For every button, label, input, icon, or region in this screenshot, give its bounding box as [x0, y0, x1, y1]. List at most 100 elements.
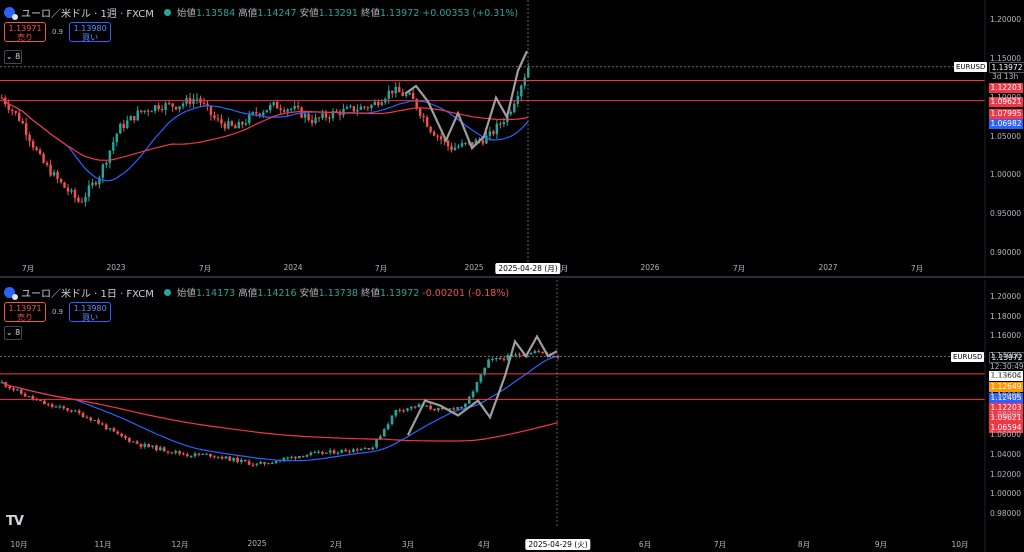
- bot-candle: [197, 453, 201, 455]
- top-x-tick-label: 7月: [198, 264, 212, 273]
- bot-candle: [452, 408, 456, 410]
- top-candle: [234, 125, 237, 129]
- bot-candle: [251, 464, 255, 466]
- bot-candle: [498, 358, 502, 360]
- top-x-tick-label: 2026: [640, 263, 660, 272]
- top-candle: [415, 99, 418, 109]
- bot-candle: [436, 408, 440, 411]
- top-candle: [328, 117, 331, 119]
- bot-candle: [27, 396, 31, 398]
- top-candle: [422, 115, 425, 118]
- bot-x-tick-label: 9月: [874, 540, 888, 549]
- daily-buy-button[interactable]: 1.13980 買い: [69, 302, 112, 322]
- top-candle: [21, 120, 24, 124]
- daily-symbol-title[interactable]: ユーロ／米ドル · 1日 · FXCM: [21, 288, 154, 300]
- tradingview-logo[interactable]: TV: [6, 514, 24, 529]
- bot-candle: [483, 367, 487, 375]
- top-candle: [314, 117, 317, 124]
- bot-candle: [460, 406, 463, 408]
- bot-x-tick-label: 2月: [329, 540, 343, 549]
- bot-candle: [151, 445, 154, 447]
- top-candle: [495, 123, 499, 135]
- top-candle: [509, 112, 513, 115]
- top-y-tick-label: 1.15000: [990, 53, 1022, 63]
- top-candle: [195, 98, 199, 100]
- top-x-tick-label: 2024: [283, 263, 303, 272]
- weekly-symbol-title[interactable]: ユーロ／米ドル · 1週 · FXCM: [21, 8, 154, 20]
- bot-y-tick-label: 1.10000: [990, 390, 1022, 400]
- bot-candle: [529, 353, 533, 355]
- top-candle: [460, 143, 464, 147]
- top-candle: [391, 90, 394, 94]
- bot-candle: [66, 408, 69, 411]
- bot-candle: [189, 456, 193, 458]
- top-candle: [150, 111, 153, 113]
- bot-y-tick-label: 1.20000: [990, 292, 1022, 301]
- top-candle: [139, 110, 143, 113]
- top-candle: [499, 123, 502, 125]
- top-candle: [45, 162, 49, 165]
- top-candle: [248, 114, 251, 124]
- bot-candle: [209, 453, 212, 457]
- bot-candle: [240, 459, 243, 463]
- top-x-tick-label: 7月: [374, 264, 388, 273]
- bot-x-tick-label: 2025: [247, 539, 267, 548]
- bot-candle: [394, 409, 398, 416]
- bot-candle: [116, 431, 120, 434]
- bot-candle: [104, 424, 108, 430]
- bot-candle: [402, 410, 405, 412]
- top-candle: [63, 182, 66, 188]
- top-candle: [443, 139, 446, 141]
- bot-candle: [348, 451, 351, 453]
- bot-candle: [166, 451, 170, 453]
- bot-candle: [193, 453, 197, 457]
- top-candle: [303, 113, 307, 118]
- bot-candle: [456, 407, 460, 410]
- top-price-tag: 1.06982: [989, 119, 1023, 129]
- bot-candle: [386, 424, 390, 430]
- daily-chart-pane[interactable]: ユーロ／米ドル · 1日 · FXCM 始値1.14173 高値1.14216 …: [0, 280, 1024, 552]
- top-candle: [352, 106, 356, 112]
- bot-candle: [232, 457, 236, 461]
- bot-candle: [131, 441, 135, 443]
- bot-candle: [363, 448, 367, 450]
- bot-candle: [317, 451, 320, 453]
- top-candle: [38, 149, 42, 154]
- bot-candle: [228, 456, 232, 461]
- top-candle: [98, 177, 101, 185]
- bot-candle: [182, 453, 185, 455]
- top-y-tick-label: 1.00000: [990, 170, 1022, 180]
- daily-sell-button[interactable]: 1.13971 売り: [4, 302, 46, 322]
- weekly-buy-button[interactable]: 1.13980 買い: [69, 22, 112, 42]
- bot-candle: [147, 444, 151, 447]
- daily-chart-canvas[interactable]: [0, 280, 1024, 552]
- weekly-indicators-collapse-button[interactable]: ⌄ 8: [4, 50, 22, 64]
- top-candle: [377, 101, 380, 106]
- bot-candle: [170, 452, 174, 454]
- top-candle: [10, 109, 14, 111]
- top-candle: [265, 110, 268, 113]
- bot-candle: [375, 439, 378, 448]
- weekly-sell-button[interactable]: 1.13971 売り: [4, 22, 46, 42]
- bot-candle: [371, 447, 375, 450]
- bot-candle: [514, 354, 517, 356]
- weekly-chart-canvas[interactable]: [0, 0, 1024, 276]
- daily-indicators-collapse-button[interactable]: ⌄ 8: [4, 326, 22, 340]
- bot-candle: [324, 452, 328, 454]
- bot-candle: [62, 406, 66, 409]
- top-candle: [174, 106, 178, 110]
- top-candle: [516, 96, 520, 104]
- daily-countdown: 12:30:49: [990, 362, 1024, 371]
- bot-candle: [23, 393, 27, 397]
- weekly-crosshair-date: 2025-04-28 (月): [495, 263, 561, 274]
- bot-candle: [425, 405, 429, 407]
- bot-x-tick-label: 4月: [477, 540, 491, 549]
- weekly-chart-pane[interactable]: ユーロ／米ドル · 1週 · FXCM 始値1.13584 高値1.14247 …: [0, 0, 1024, 278]
- top-y-tick-label: 1.10000: [990, 92, 1022, 102]
- bot-candle: [487, 359, 490, 368]
- bot-candle: [112, 428, 116, 432]
- top-candle: [101, 164, 105, 178]
- top-candle: [122, 123, 126, 128]
- daily-current-price-tag: 1.13972: [989, 352, 1024, 363]
- top-candle: [70, 190, 73, 192]
